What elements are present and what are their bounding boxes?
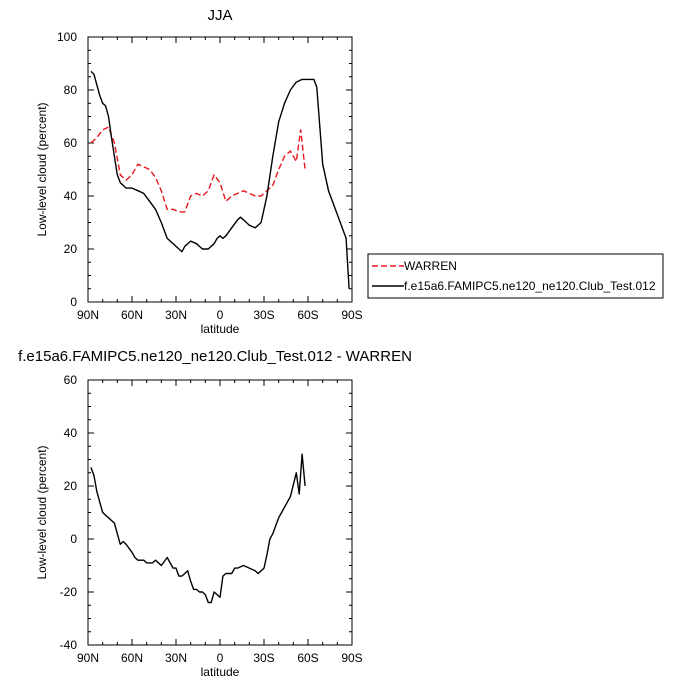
chart2-title: f.e15a6.FAMIPC5.ne120_ne120.Club_Test.01… [18,348,412,365]
chart2-plot-frame [87,379,353,646]
chart2-xtick-label: 90N [77,651,99,665]
chart1-series-line-2 [90,70,350,289]
chart1-ytick-label: 60 [64,136,78,150]
chart1-xtick-label: 90N [77,308,99,322]
chart2-ytick-label: 20 [64,479,78,493]
chart2-xtick-label: 30N [165,651,187,665]
chart2-ytick-label: 60 [64,373,78,387]
chart2-series-line-1 [90,453,306,604]
legend-label-1: WARREN [404,259,457,273]
chart1-ytick-label: 0 [70,295,77,309]
legend-label-2: f.e15a6.FAMIPC5.ne120_ne120.Club_Test.01… [404,279,656,293]
chart1-plot-frame [87,36,353,303]
chart1-title: JJA [207,7,232,24]
chart2-ytick-label: -20 [60,585,78,599]
chart2-xtick-label: 0 [217,651,224,665]
chart2-xtick-label: 60S [297,651,318,665]
chart1-xtick-label: 30N [165,308,187,322]
chart1-xtick-label: 60S [297,308,318,322]
chart1-ytick-label: 100 [57,30,77,44]
chart1-series-line-1 [90,126,306,213]
chart2-ytick-label: -40 [60,638,78,652]
chart1-x-axis-label: latitude [201,322,240,336]
chart1-xtick-label: 0 [217,308,224,322]
chart2-xtick-label: 60N [121,651,143,665]
chart1-ytick-label: 20 [64,242,78,256]
chart1-y-axis-label: Low-level cloud (percent) [35,102,49,236]
chart2-ytick-label: 40 [64,426,78,440]
chart2-ytick-label: 0 [70,532,77,546]
legend-box [367,253,664,299]
chart1-xtick-label: 60N [121,308,143,322]
chart1-xtick-label: 30S [253,308,274,322]
chart2-y-axis-label: Low-level cloud (percent) [35,445,49,579]
chart2-xtick-label: 30S [253,651,274,665]
chart1-ytick-label: 80 [64,83,78,97]
chart1-ytick-label: 40 [64,189,78,203]
chart1-xtick-label: 90S [341,308,362,322]
chart2-xtick-label: 90S [341,651,362,665]
chart2-x-axis-label: latitude [201,665,240,679]
